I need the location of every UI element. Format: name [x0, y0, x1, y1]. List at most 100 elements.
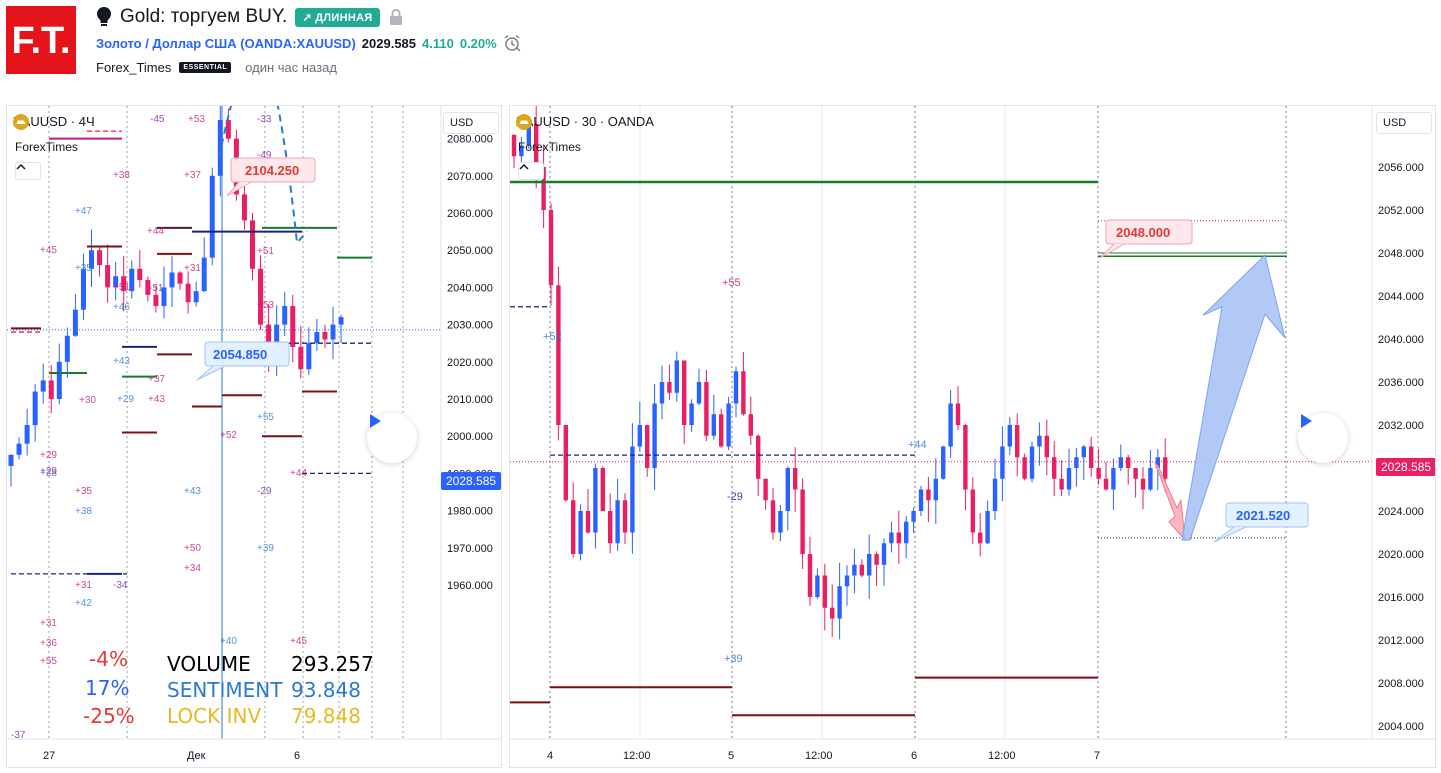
candle-body — [578, 511, 583, 554]
chart-legend[interactable]: XAUUSD · 30 · OANDA — [516, 114, 654, 130]
idea-header: F.T. Gold: торгуем BUY. ↗ ДЛИННАЯ Золото… — [0, 0, 1441, 100]
stat-sentiment: SENTIMENT 93.848 — [167, 677, 374, 703]
indicator-name[interactable]: ForexTimes — [518, 140, 581, 154]
candle-body — [955, 403, 961, 425]
marker-label: +36 — [40, 638, 57, 649]
chart-30m[interactable]: 2048.000 2021.520 +55 +52 +44 -29 +39 2056.000 2… — [509, 105, 1436, 768]
candle-body — [896, 532, 901, 544]
pct-text-3: -25% — [83, 704, 135, 728]
candle-body — [1059, 478, 1064, 490]
stat-label: LOCK INV — [167, 704, 262, 728]
author-row: Forex_Times ESSENTIAL один час назад — [96, 58, 337, 76]
currency-button[interactable]: USD — [1376, 112, 1432, 134]
candle-body — [719, 414, 724, 447]
candle-body — [526, 124, 531, 146]
candle-body — [1022, 457, 1027, 479]
marker-label: +46 — [113, 302, 130, 313]
marker-label: -49 — [257, 150, 272, 161]
candle-body — [250, 220, 255, 269]
stat-label: VOLUME — [167, 652, 251, 676]
collapse-legend-button[interactable] — [518, 162, 544, 180]
pct-label-3: -25% — [83, 704, 135, 728]
candle-body — [630, 446, 635, 533]
author-logo[interactable]: F.T. — [6, 6, 76, 74]
time-axis-label: 6 — [911, 750, 917, 762]
currency-button[interactable]: USD — [443, 112, 499, 134]
marker-label: +31 — [40, 618, 57, 629]
candle-body — [711, 414, 716, 436]
candle-body — [1000, 446, 1005, 479]
price-axis-label: 2052.000 — [1378, 205, 1424, 217]
price-axis-label: 2090.000 — [447, 106, 493, 108]
lightbulb-icon — [97, 7, 111, 26]
price-axis-label: 2024.000 — [1378, 506, 1424, 518]
marker-label: +55 — [257, 412, 274, 423]
candle-body — [16, 443, 22, 455]
legend-symbol: XAUUSD · 30 · OANDA — [516, 114, 654, 129]
plan-badge: ESSENTIAL — [179, 61, 232, 73]
stat-label: SENTIMENT — [167, 678, 283, 702]
logo-text: F.T. — [11, 20, 70, 62]
indicator-name[interactable]: ForexTimes — [15, 140, 78, 154]
candle-body — [733, 371, 739, 404]
gold-symbol-icon — [516, 114, 532, 130]
candle-body — [1163, 457, 1168, 479]
price-axis-label: 1980.000 — [447, 506, 493, 518]
candle-body — [556, 285, 561, 425]
price-axis-label: 2036.000 — [1378, 377, 1424, 389]
candle-body — [258, 268, 264, 325]
time-axis-label: 7 — [1094, 750, 1100, 762]
pct-label-2: 17% — [85, 676, 129, 700]
candle-body — [185, 283, 191, 303]
down-arrow — [1154, 462, 1186, 542]
play-button[interactable] — [1298, 413, 1348, 463]
marker-label: -33 — [257, 114, 272, 125]
ft-logo-graphic: F.T. — [6, 6, 76, 74]
callout-low-text: 2021.520 — [1236, 508, 1290, 523]
stat-volume: VOLUME 293.257 — [167, 651, 374, 677]
publish-time: один час назад — [245, 59, 337, 75]
play-button[interactable] — [367, 413, 417, 463]
candle-body — [763, 478, 768, 501]
author-name[interactable]: Forex_Times — [96, 59, 172, 75]
candle-body — [585, 511, 591, 533]
marker-label: +28 — [40, 468, 57, 479]
callout-pointer — [226, 181, 252, 197]
chart-legend[interactable]: XAUUSD · 4Ч — [13, 114, 95, 130]
marker-label: +44 — [290, 468, 307, 479]
candle-body — [926, 489, 931, 501]
candle-body — [72, 309, 78, 336]
symbol-row: Золото / Доллар США (OANDA:XAUUSD) 2029.… — [96, 34, 521, 52]
candle-body — [129, 268, 135, 292]
candle-body — [48, 380, 54, 399]
candle-body — [548, 210, 554, 286]
price-axis-label: 2040.000 — [1378, 334, 1424, 346]
candle-body — [571, 500, 576, 554]
marker-label: +39 — [724, 653, 743, 665]
chart-4h-canvas[interactable]: -45 +53 -33 -49 +38 +37 +47 +44 +45 +35 -51 +51 +46 +… — [7, 106, 502, 768]
marker-label: -37 — [11, 730, 26, 741]
candle-body — [56, 361, 62, 399]
candle-body — [519, 145, 524, 157]
marker-label: +47 — [75, 206, 92, 217]
candle-body — [241, 194, 247, 221]
price-axis-label: 2050.000 — [447, 245, 493, 257]
marker-label: +53 — [188, 114, 205, 125]
candle-body — [1081, 446, 1086, 458]
symbol-link[interactable]: Золото / Доллар США (OANDA:XAUUSD) — [96, 35, 356, 51]
collapse-legend-button[interactable] — [15, 162, 41, 180]
candle-body — [225, 120, 231, 139]
chart-30m-canvas[interactable]: 2048.000 2021.520 +55 +52 +44 -29 +39 2056.000 2… — [510, 106, 1436, 768]
candle-body — [992, 478, 998, 511]
price-axis-label: 2056.000 — [1378, 162, 1424, 174]
marker-label: +52 — [220, 430, 237, 441]
candle-body — [659, 382, 665, 404]
candle-body — [933, 478, 938, 501]
marker-label: +51 — [113, 282, 130, 293]
time-axis-label: 27 — [43, 750, 55, 762]
chart-4h[interactable]: -45 +53 -33 -49 +38 +37 +47 +44 +45 +35 -51 +51 +46 +… — [6, 105, 502, 768]
marker-label: +44 — [147, 226, 164, 237]
candle-body — [889, 532, 894, 544]
alarm-clock-icon[interactable] — [503, 34, 521, 52]
time-axis-label: Дек — [187, 750, 206, 762]
